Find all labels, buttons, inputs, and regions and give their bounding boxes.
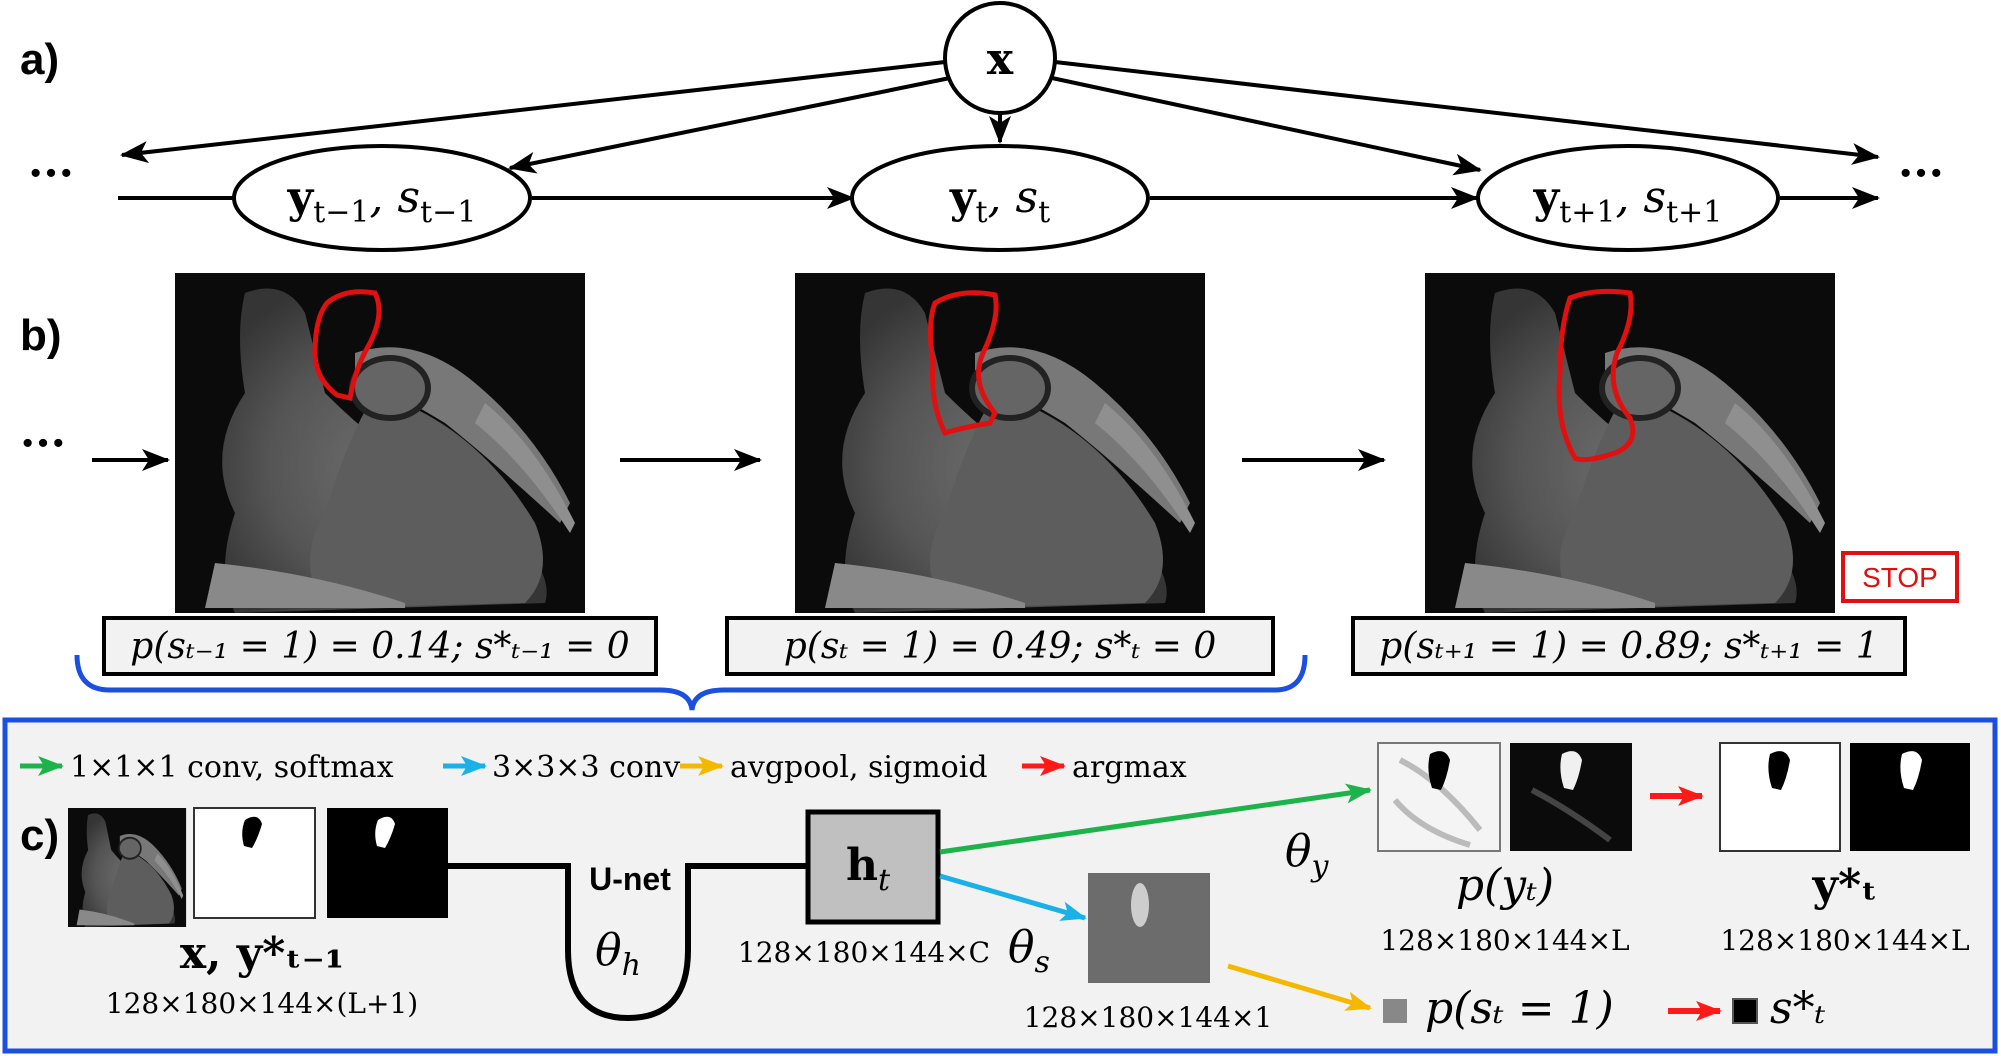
graph-node-x-label: x bbox=[987, 34, 1014, 85]
seg-mask-white bbox=[1719, 742, 1841, 852]
stop-label: STOP bbox=[1862, 562, 1938, 593]
legend-item-3: argmax bbox=[1072, 750, 1187, 785]
legend-item-2: avgpool, sigmoid bbox=[730, 750, 988, 785]
node-2-y-sub: t+1 bbox=[1559, 195, 1615, 230]
unet-shape bbox=[448, 863, 808, 1022]
legend-item-0: 1×1×1 conv, softmax bbox=[70, 750, 394, 785]
panel-brace bbox=[74, 654, 1308, 711]
caption-t: p(sₜ = 1) = 0.49; s*ₜ = 0 bbox=[725, 616, 1275, 676]
node-0-y: y bbox=[287, 172, 315, 223]
unet-param: θ bbox=[595, 925, 622, 976]
theta-s: θ bbox=[1008, 922, 1035, 973]
graph-node-t: yt, st bbox=[850, 144, 1150, 252]
arrow-conv bbox=[939, 873, 1087, 921]
input-dims: 128×180×144×(L+1) bbox=[106, 987, 418, 1020]
seg-label: y*ₜ bbox=[1812, 860, 1878, 911]
hidden-dims: 128×180×144×C bbox=[738, 936, 990, 969]
svg-text:yt+1, st+1: yt+1, st+1 bbox=[1533, 172, 1723, 230]
stop-prob-swatch bbox=[1383, 999, 1407, 1023]
input-image-thumb bbox=[68, 808, 186, 927]
caption-t-minus-1-text: p(sₜ₋₁ = 1) = 0.14; s*ₜ₋₁ = 0 bbox=[130, 626, 629, 667]
theta-y: θ bbox=[1285, 826, 1312, 877]
mri-slice-t-plus-1 bbox=[1425, 273, 1835, 613]
theta-y-sub: y bbox=[1310, 849, 1330, 884]
hidden-sub: t bbox=[878, 863, 891, 898]
arrow-avgpool bbox=[1227, 963, 1372, 1011]
caption-t-minus-1: p(sₜ₋₁ = 1) = 0.14; s*ₜ₋₁ = 0 bbox=[102, 616, 658, 676]
prob-map-background bbox=[1377, 742, 1501, 852]
node-2-y: y bbox=[1533, 172, 1561, 223]
graph-ellipsis-right: ··· bbox=[1898, 148, 1944, 199]
segmentation-contour bbox=[927, 290, 999, 437]
input-mask-white bbox=[193, 807, 316, 919]
panel-label-c: c) bbox=[20, 811, 59, 860]
segmentation-contour bbox=[312, 289, 382, 402]
caption-t-plus-1-text: p(sₜ₊₁ = 1) = 0.89; s*ₜ₊₁ = 1 bbox=[1379, 626, 1878, 667]
mri-slice-t bbox=[795, 273, 1205, 613]
stop-map-dims: 128×180×144×1 bbox=[1024, 1001, 1273, 1034]
graph-node-t-plus-1: yt+1, st+1 bbox=[1476, 144, 1780, 252]
unet-param-sub: h bbox=[622, 948, 641, 983]
graph-edges-from-x bbox=[120, 60, 1880, 176]
node-2-s: , s bbox=[1616, 172, 1667, 223]
svg-text:yt−1, st−1: yt−1, st−1 bbox=[287, 172, 477, 230]
node-1-s: , s bbox=[988, 172, 1039, 223]
stop-decision-label: s*ₜ bbox=[1770, 983, 1826, 1034]
node-1-s-sub: t bbox=[1038, 195, 1050, 230]
graph-ellipsis-left: ··· bbox=[28, 148, 74, 199]
stop-prob-label: p(sₜ = 1) bbox=[1425, 983, 1614, 1034]
prob-y-dims: 128×180×144×L bbox=[1380, 924, 1629, 957]
stop-probability-map bbox=[1088, 873, 1210, 983]
hidden-label: h bbox=[846, 840, 878, 891]
unet-label: U-net bbox=[589, 861, 671, 897]
graph-node-x: x bbox=[943, 1, 1057, 115]
svg-text:yt, st: yt, st bbox=[949, 172, 1050, 230]
node-0-s-sub: t−1 bbox=[420, 195, 476, 230]
prob-y-label: p(yₜ) bbox=[1456, 860, 1554, 911]
svg-text:θs: θs bbox=[1008, 922, 1050, 980]
segmentation-contour bbox=[1556, 288, 1636, 463]
seg-dims: 128×180×144×L bbox=[1720, 924, 1969, 957]
stop-decision-swatch bbox=[1732, 998, 1758, 1024]
hidden-state-box: ht bbox=[805, 809, 941, 925]
node-2-s-sub: t+1 bbox=[1666, 195, 1722, 230]
input-label: x, y*ₜ₋₁ bbox=[180, 928, 344, 979]
svg-text:θy: θy bbox=[1285, 826, 1330, 884]
node-1-y: y bbox=[949, 172, 977, 223]
caption-t-text: p(sₜ = 1) = 0.49; s*ₜ = 0 bbox=[784, 626, 1217, 667]
mri-slice-t-minus-1 bbox=[175, 273, 585, 613]
input-mask-black bbox=[327, 808, 448, 918]
caption-t-plus-1: p(sₜ₊₁ = 1) = 0.89; s*ₜ₊₁ = 1 bbox=[1351, 616, 1907, 676]
prob-map-foreground bbox=[1510, 743, 1632, 851]
graph-node-t-minus-1: yt−1, st−1 bbox=[232, 144, 532, 252]
panel-label-a: a) bbox=[20, 35, 59, 84]
sequence-ellipsis: ··· bbox=[20, 418, 66, 469]
legend: 1×1×1 conv, softmax 3×3×3 conv avgpool, … bbox=[20, 750, 1187, 785]
legend-item-1: 3×3×3 conv bbox=[492, 750, 680, 785]
svg-text:ht: ht bbox=[846, 840, 891, 898]
svg-text:θh: θh bbox=[595, 925, 641, 983]
node-1-y-sub: t bbox=[975, 195, 987, 230]
arrow-softmax bbox=[939, 783, 1372, 855]
panel-label-b: b) bbox=[20, 311, 62, 360]
node-0-s: , s bbox=[370, 172, 421, 223]
stop-badge: STOP bbox=[1841, 551, 1959, 603]
theta-s-sub: s bbox=[1035, 945, 1050, 980]
seg-mask-black bbox=[1850, 743, 1970, 851]
node-0-y-sub: t−1 bbox=[313, 195, 369, 230]
